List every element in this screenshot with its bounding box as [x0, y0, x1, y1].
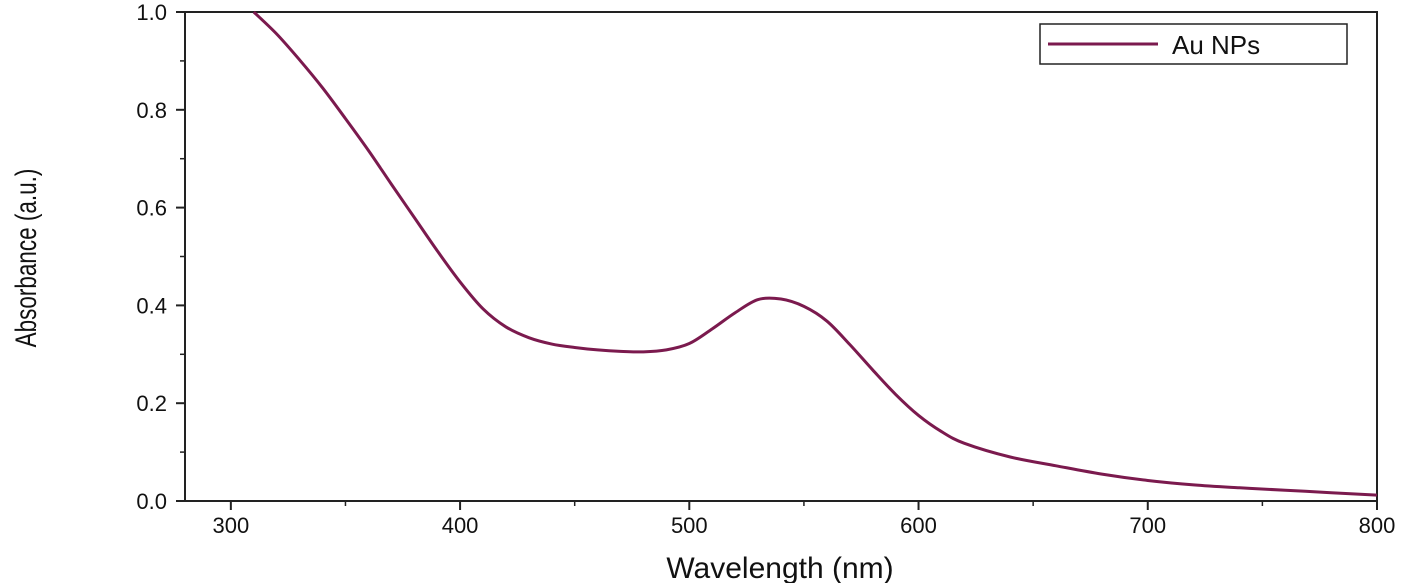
x-tick-label: 800: [1359, 513, 1396, 538]
x-tick-label: 300: [212, 513, 249, 538]
y-tick-label: 0.0: [136, 489, 167, 514]
y-tick-label: 1.0: [136, 0, 167, 25]
x-tick-label: 700: [1129, 513, 1166, 538]
x-axis: 300 400 500 600 700 800: [212, 501, 1395, 538]
x-tick-label: 600: [900, 513, 937, 538]
x-tick-label: 400: [442, 513, 479, 538]
x-axis-title: Wavelength (nm): [666, 552, 893, 583]
series-layer: [252, 10, 1378, 497]
series-line-au-nps: [252, 10, 1378, 497]
y-tick-label: 0.4: [136, 293, 167, 318]
plot-area: [184, 11, 1378, 502]
plot-frame: [184, 11, 1378, 502]
y-tick-label: 0.6: [136, 196, 167, 221]
y-axis: 0.0 0.2 0.4 0.6 0.8 1.0: [136, 0, 185, 514]
legend-label: Au NPs: [1172, 30, 1260, 60]
y-axis-title: Absorbance (a.u.): [9, 169, 43, 348]
y-tick-label: 0.2: [136, 391, 167, 416]
legend: Au NPs: [1039, 23, 1348, 65]
y-tick-label: 0.8: [136, 98, 167, 123]
x-tick-label: 500: [671, 513, 708, 538]
